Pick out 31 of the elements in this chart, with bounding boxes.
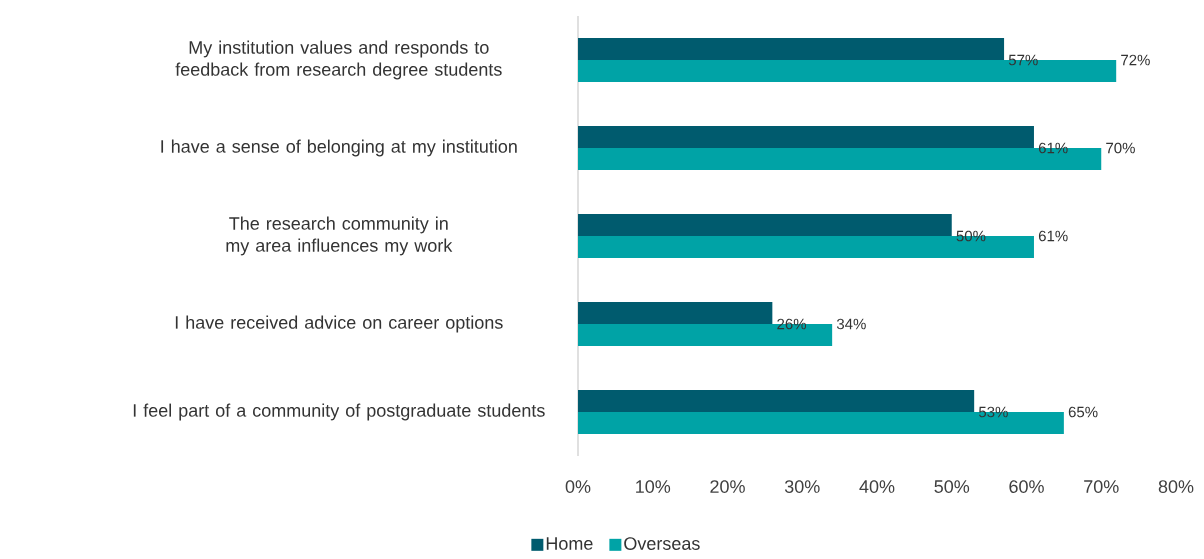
data-label: 61% — [1038, 142, 1068, 154]
data-label: 61% — [1038, 230, 1068, 242]
y-tick-label: My institution values and responds to feedback from research degree students — [175, 40, 502, 80]
y-tick-label: I have a sense of belonging at my institution — [161, 139, 517, 157]
bar — [578, 126, 1034, 148]
bar — [578, 302, 773, 324]
x-tick-label: 80% — [1158, 480, 1194, 493]
legend-label: Home — [546, 537, 593, 550]
data-label: 34% — [836, 318, 866, 330]
data-label: 72% — [1121, 54, 1150, 66]
x-tick-label: 70% — [1084, 480, 1119, 493]
x-tick-label: 10% — [636, 480, 671, 493]
x-tick-label: 40% — [859, 480, 895, 493]
x-tick-label: 20% — [710, 480, 745, 493]
data-label: 26% — [777, 318, 807, 330]
bar — [578, 38, 1005, 60]
x-tick-label: 0% — [565, 480, 591, 493]
y-tick-label: I have received advice on career options — [175, 315, 503, 333]
data-label: 65% — [1068, 406, 1098, 418]
y-tick-label: I feel part of a community of postgraduate students — [133, 403, 545, 421]
y-tick-label: The research community in my area influences my work — [226, 216, 453, 256]
data-label: 50% — [956, 230, 986, 242]
data-label: 53% — [978, 406, 1008, 418]
x-tick-label: 60% — [1009, 480, 1044, 493]
x-tick-label: 50% — [934, 480, 970, 493]
data-label: 57% — [1008, 54, 1038, 66]
bar — [578, 214, 952, 236]
x-tick-label: 30% — [784, 480, 820, 493]
bar — [578, 389, 975, 412]
legend-label: Overseas — [624, 537, 700, 550]
data-label: 70% — [1106, 142, 1135, 154]
